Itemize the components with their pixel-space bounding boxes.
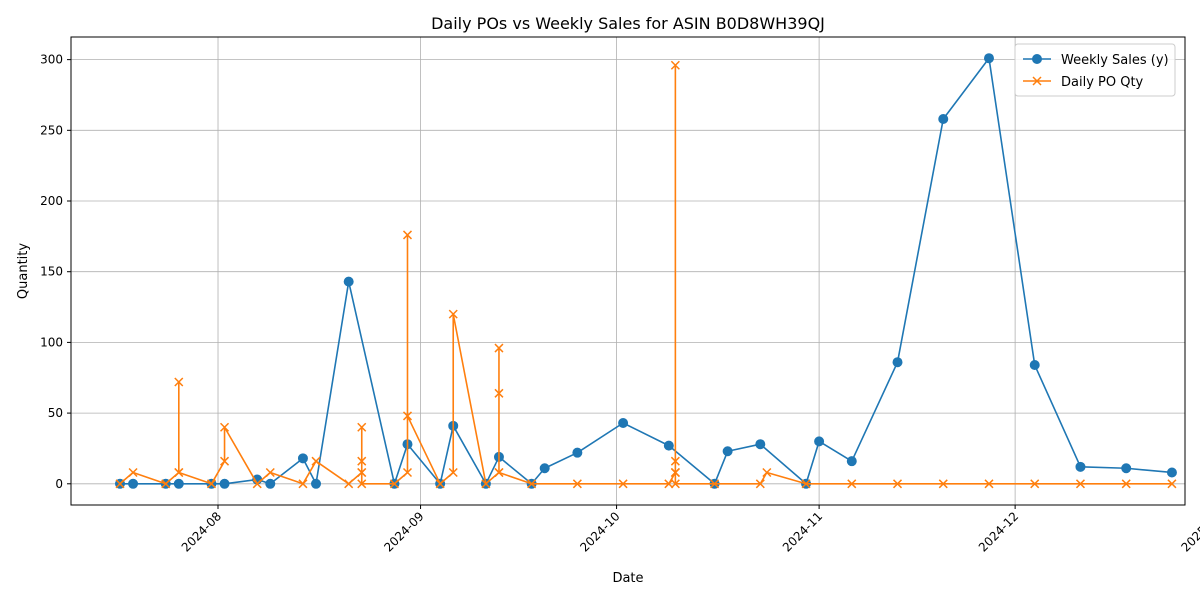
- daily-po-line: [119, 64, 1172, 485]
- legend-daily-po-label: Daily PO Qty: [1061, 75, 1144, 90]
- weekly-sales-point: [755, 439, 766, 450]
- daily-po-point: [448, 309, 458, 319]
- daily-po-point: [1121, 479, 1131, 489]
- daily-po-point: [174, 467, 184, 478]
- weekly-sales-point: [1075, 461, 1086, 472]
- legend-weekly-sales-marker: [1032, 54, 1042, 64]
- daily-po-point: [527, 479, 537, 489]
- weekly-sales-point: [265, 478, 276, 489]
- weekly-sales-point: [539, 463, 550, 474]
- daily-po-point: [128, 467, 138, 478]
- y-tick-label: 0: [55, 477, 63, 491]
- daily-po-point: [357, 456, 367, 466]
- daily-po-point: [762, 467, 772, 478]
- weekly-sales-point: [297, 453, 308, 464]
- daily-po-point: [1030, 479, 1040, 489]
- chart-title: Daily POs vs Weekly Sales for ASIN B0D8W…: [431, 14, 825, 33]
- weekly-sales-point: [173, 478, 184, 489]
- weekly-sales-point: [1029, 360, 1040, 371]
- y-tick-label: 250: [40, 123, 63, 137]
- daily-po-point: [572, 479, 582, 489]
- daily-po-point: [389, 479, 399, 489]
- daily-po-point: [984, 479, 994, 489]
- daily-po-point: [206, 479, 217, 489]
- legend-daily-po-marker: [1032, 76, 1042, 86]
- daily-po-point: [265, 467, 275, 478]
- daily-po-point: [664, 479, 674, 489]
- daily-po-point: [402, 411, 413, 421]
- weekly-sales-point: [311, 478, 322, 489]
- x-axis-label: Date: [612, 571, 643, 586]
- weekly-sales-point: [892, 357, 903, 368]
- daily-po-point: [220, 456, 230, 466]
- weekly-sales-point: [572, 447, 583, 458]
- daily-po-point: [755, 479, 765, 489]
- daily-po-point: [174, 377, 184, 387]
- weekly-sales-point: [219, 478, 230, 489]
- daily-po-point: [670, 60, 680, 70]
- weekly-sales-point: [663, 440, 674, 451]
- series-daily-po-qty: [115, 60, 1177, 489]
- daily-po-point: [670, 479, 680, 489]
- daily-po-point: [847, 479, 857, 489]
- daily-po-point: [710, 479, 720, 489]
- daily-po-point: [670, 467, 680, 478]
- legend: Weekly Sales (y) Daily PO Qty: [1014, 43, 1176, 97]
- weekly-sales-point: [128, 478, 139, 489]
- weekly-sales-point: [1166, 467, 1177, 478]
- y-axis-label: Quantity: [16, 243, 31, 299]
- legend-box: [1014, 43, 1176, 97]
- weekly-sales-point: [983, 53, 994, 64]
- grid: [71, 37, 1185, 505]
- legend-weekly-sales-label: Weekly Sales (y): [1061, 53, 1169, 68]
- y-tick-label: 200: [40, 194, 63, 208]
- daily-po-point: [402, 467, 413, 478]
- daily-po-point: [298, 479, 308, 489]
- daily-po-point: [481, 479, 491, 489]
- weekly-sales-point: [1121, 463, 1132, 474]
- weekly-sales-point: [814, 436, 825, 447]
- daily-po-point: [618, 479, 628, 489]
- daily-po-point: [494, 343, 504, 353]
- daily-po-point: [448, 467, 458, 478]
- series-layer: [115, 53, 1177, 489]
- daily-po-point: [494, 388, 504, 398]
- daily-po-point: [344, 479, 354, 489]
- daily-po-point: [801, 479, 811, 489]
- daily-po-point: [311, 456, 321, 466]
- weekly-sales-point: [846, 456, 857, 467]
- daily-po-point: [252, 479, 262, 489]
- weekly-sales-point: [343, 276, 354, 287]
- y-tick-label: 150: [40, 265, 63, 279]
- plot-frame: [70, 36, 1186, 506]
- y-tick-label: 300: [40, 53, 63, 67]
- daily-po-point: [892, 479, 903, 489]
- daily-po-point: [357, 422, 367, 432]
- daily-po-point: [220, 422, 230, 432]
- daily-po-point: [494, 467, 504, 478]
- daily-po-point: [938, 479, 948, 489]
- daily-po-point: [161, 479, 171, 489]
- daily-po-point: [1167, 479, 1177, 489]
- y-tick-label: 50: [48, 406, 63, 420]
- daily-po-point: [670, 456, 680, 466]
- daily-po-point: [357, 467, 367, 478]
- daily-po-point: [402, 230, 413, 240]
- daily-po-point: [115, 479, 125, 489]
- daily-po-point: [435, 479, 445, 489]
- daily-po-point: [1075, 479, 1085, 489]
- weekly-sales-point: [722, 446, 733, 457]
- weekly-sales-point: [618, 417, 629, 428]
- weekly-sales-point: [938, 114, 949, 125]
- daily-po-point: [357, 479, 367, 489]
- y-tick-label: 100: [40, 335, 63, 349]
